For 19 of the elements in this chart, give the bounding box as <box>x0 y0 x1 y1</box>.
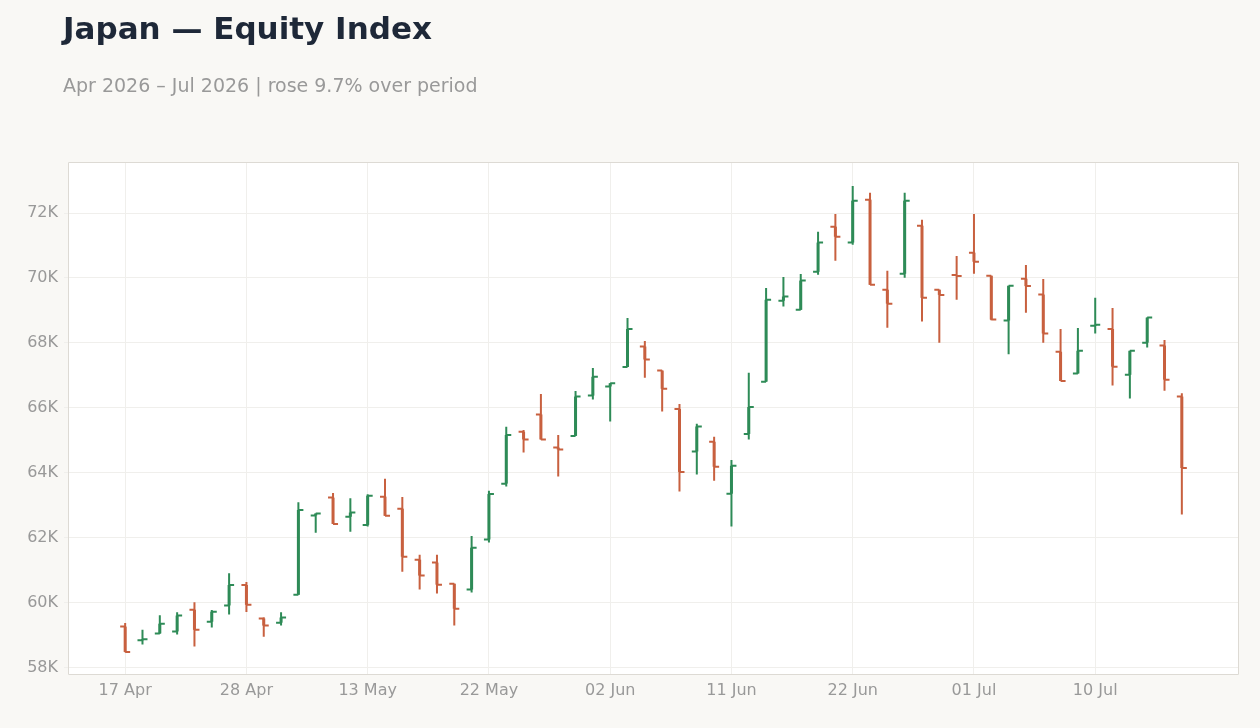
x-tick-label: 28 Apr <box>219 679 274 699</box>
x-tick-label: 13 May <box>338 679 397 699</box>
y-tick-label: 64K <box>27 462 59 482</box>
y-tick-label: 66K <box>27 397 59 417</box>
x-tick-label: 02 Jun <box>584 679 636 699</box>
x-tick-label: 22 May <box>459 679 519 699</box>
chart-title: Japan — Equity Index <box>63 10 432 46</box>
y-tick-label: 60K <box>27 592 59 612</box>
y-tick-label: 68K <box>27 332 59 352</box>
x-tick-label: 17 Apr <box>98 679 153 699</box>
y-tick-label: 72K <box>27 202 59 222</box>
x-tick-label: 10 Jul <box>1072 679 1118 699</box>
chart-subtitle: Apr 2026 – Jul 2026 | rose 9.7% over period <box>63 74 478 96</box>
y-tick-label: 58K <box>27 657 59 677</box>
x-tick-label: 01 Jul <box>951 679 997 699</box>
x-tick-label: 11 Jun <box>706 679 757 699</box>
y-tick-label: 70K <box>27 267 59 287</box>
x-tick-label: 22 Jun <box>827 679 878 699</box>
y-tick-label: 62K <box>27 527 59 547</box>
